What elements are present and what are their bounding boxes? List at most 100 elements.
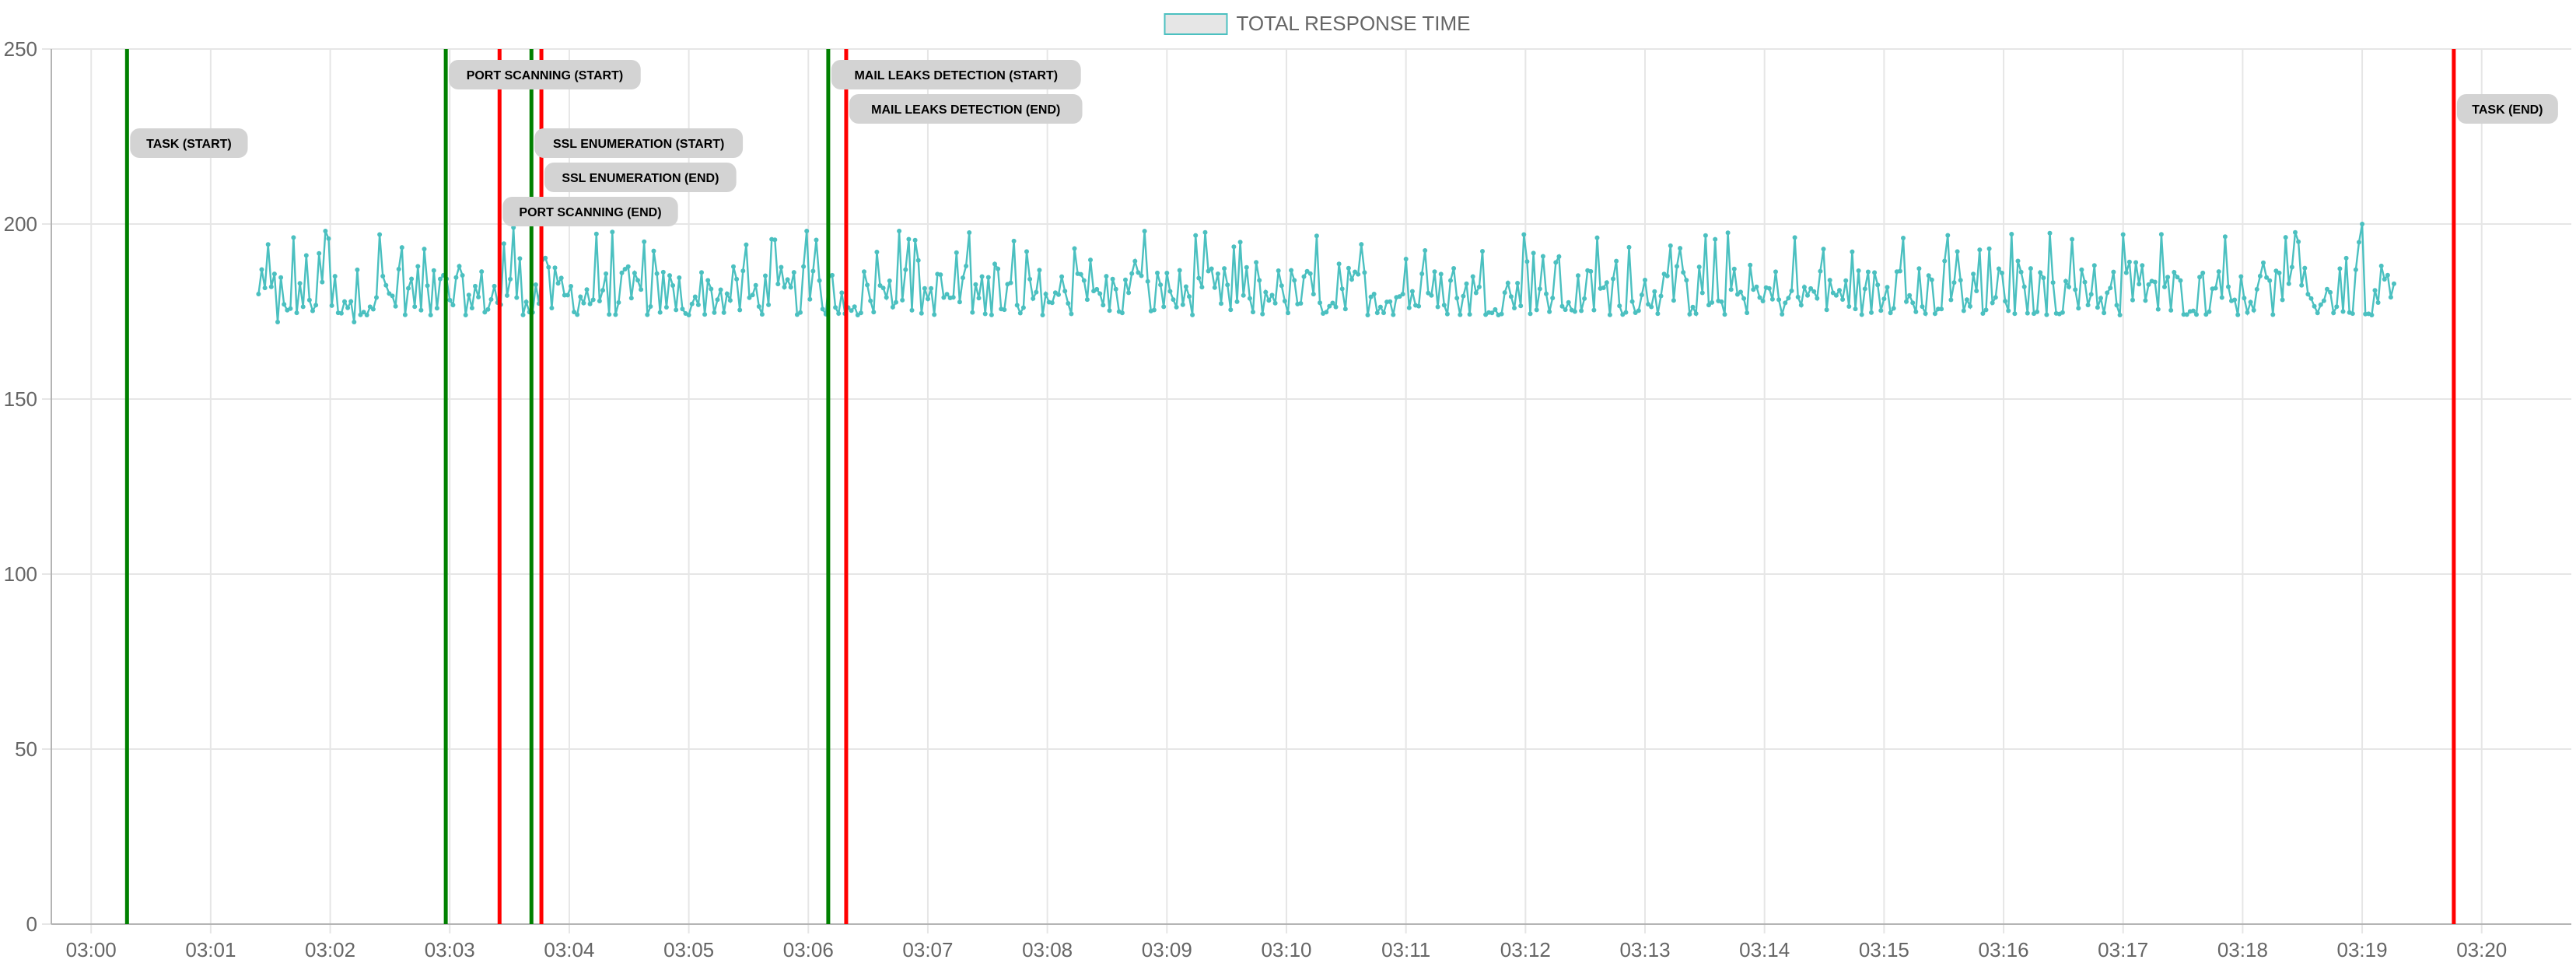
series-point[interactable] [2088,292,2094,297]
series-point[interactable] [590,297,596,303]
series-point[interactable] [600,288,605,293]
series-point[interactable] [747,295,752,300]
series-point[interactable] [1397,294,1402,299]
series-point[interactable] [1388,299,1393,304]
series-point[interactable] [2343,255,2349,261]
series-point[interactable] [865,282,870,288]
series-point[interactable] [1066,301,1071,306]
series-point[interactable] [950,295,956,300]
series-point[interactable] [884,295,889,300]
series-point[interactable] [294,310,299,316]
series-point[interactable] [2318,302,2323,307]
series-point[interactable] [1289,268,1294,273]
series-point[interactable] [1891,306,1896,311]
series-point[interactable] [1664,273,1670,278]
series-point[interactable] [418,307,424,313]
series-point[interactable] [660,269,666,275]
series-point[interactable] [1031,296,1036,301]
series-point[interactable] [613,312,618,317]
series-point[interactable] [2302,265,2308,271]
series-point[interactable] [492,283,497,289]
series-point[interactable] [1346,265,1351,271]
series-point[interactable] [1441,303,1447,308]
series-point[interactable] [1027,276,1033,282]
series-point[interactable] [1853,306,1858,312]
series-point[interactable] [2038,270,2043,275]
series-point[interactable] [1878,308,1884,313]
series-point[interactable] [271,271,277,277]
series-point[interactable] [763,273,768,278]
series-point[interactable] [1324,310,1329,315]
series-point[interactable] [1119,310,1125,316]
series-point[interactable] [1734,292,1740,297]
series-point[interactable] [1690,304,1696,310]
series-point[interactable] [323,229,328,233]
series-point[interactable] [1840,297,1846,302]
series-point[interactable] [663,305,669,310]
series-point[interactable] [1604,280,1609,285]
series-point[interactable] [1438,271,1444,277]
series-point[interactable] [1088,257,1093,263]
series-point[interactable] [2018,269,2024,275]
series-point[interactable] [731,264,736,269]
series-point[interactable] [1429,292,1434,298]
series-point[interactable] [1110,276,1115,282]
series-point[interactable] [871,310,877,315]
series-point[interactable] [1502,290,1507,296]
series-point[interactable] [915,257,921,263]
series-point[interactable] [2238,274,2244,279]
series-point[interactable] [409,276,415,282]
series-point[interactable] [989,312,994,317]
series-point[interactable] [2146,282,2151,287]
series-point[interactable] [1961,308,1966,313]
series-point[interactable] [791,270,796,275]
series-point[interactable] [877,283,883,288]
series-point[interactable] [463,313,468,317]
series-point[interactable] [2194,312,2199,317]
series-point[interactable] [1279,283,1284,289]
series-point[interactable] [473,283,478,289]
series-point[interactable] [1040,313,1045,317]
series-point[interactable] [2375,300,2381,305]
series-point[interactable] [1773,269,1778,275]
series-point[interactable] [361,310,366,315]
series-point[interactable] [1062,289,1068,294]
series-point[interactable] [1307,271,1313,276]
series-point[interactable] [469,306,474,310]
series-point[interactable] [1725,230,1731,236]
series-point[interactable] [1524,259,1530,264]
series-point[interactable] [597,299,602,303]
series-point[interactable] [1824,307,1829,313]
series-point[interactable] [849,308,854,313]
series-point[interactable] [1741,296,1747,301]
series-point[interactable] [460,273,465,278]
series-point[interactable] [1145,278,1150,284]
series-point[interactable] [2047,230,2053,236]
series-point[interactable] [431,268,436,273]
series-point[interactable] [709,286,714,292]
series-point[interactable] [2293,229,2298,235]
series-point[interactable] [674,307,679,313]
series-point[interactable] [2257,273,2263,278]
series-point[interactable] [798,310,803,315]
series-point[interactable] [785,277,790,282]
series-point[interactable] [1859,312,1864,317]
series-point[interactable] [2143,298,2148,303]
series-point[interactable] [1521,232,1527,237]
series-point[interactable] [2369,313,2375,317]
series-point[interactable] [1304,268,1310,274]
series-point[interactable] [578,294,583,299]
series-point[interactable] [1126,290,1132,296]
series-point[interactable] [1371,292,1377,296]
series-point[interactable] [367,304,373,310]
series-point[interactable] [929,285,934,291]
series-point[interactable] [1219,301,1223,306]
series-point[interactable] [689,301,695,306]
series-point[interactable] [979,274,985,279]
series-point[interactable] [488,296,494,302]
series-point[interactable] [941,295,947,300]
series-point[interactable] [2222,234,2228,240]
series-point[interactable] [1929,277,1934,282]
series-point[interactable] [2190,308,2196,313]
legend-label[interactable]: TOTAL RESPONSE TIME [1237,12,1471,35]
